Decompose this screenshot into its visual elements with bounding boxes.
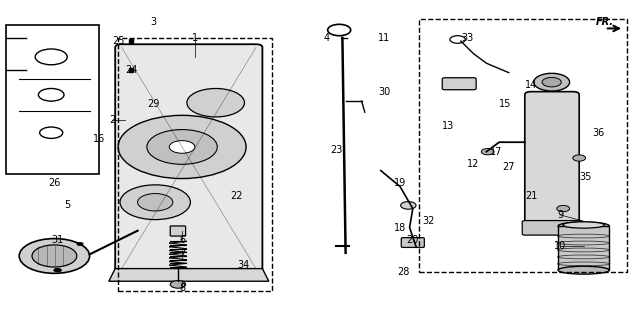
Text: 28: 28 bbox=[397, 267, 410, 277]
Text: 33: 33 bbox=[461, 33, 474, 43]
Circle shape bbox=[401, 202, 416, 209]
Circle shape bbox=[187, 88, 244, 117]
Text: 4: 4 bbox=[323, 33, 330, 43]
Text: 13: 13 bbox=[442, 121, 454, 131]
Text: 18: 18 bbox=[394, 222, 406, 233]
Text: 7: 7 bbox=[179, 249, 186, 259]
Text: 22: 22 bbox=[230, 191, 243, 201]
Bar bbox=[118, 38, 272, 291]
Text: 36: 36 bbox=[592, 128, 605, 138]
Text: 32: 32 bbox=[422, 216, 435, 226]
Text: FR.: FR. bbox=[596, 17, 614, 27]
Text: 35: 35 bbox=[579, 172, 592, 182]
Ellipse shape bbox=[563, 222, 605, 228]
Circle shape bbox=[120, 185, 191, 220]
Text: 16: 16 bbox=[93, 134, 106, 144]
Text: 12: 12 bbox=[467, 159, 480, 169]
Ellipse shape bbox=[558, 222, 609, 230]
Text: 20: 20 bbox=[406, 235, 419, 245]
Text: 19: 19 bbox=[394, 178, 406, 188]
Text: 24: 24 bbox=[125, 64, 138, 75]
Text: 9: 9 bbox=[557, 210, 563, 220]
Text: 6: 6 bbox=[179, 235, 186, 245]
Circle shape bbox=[19, 239, 90, 273]
Text: 21: 21 bbox=[525, 191, 538, 201]
Circle shape bbox=[54, 268, 61, 272]
Text: 27: 27 bbox=[502, 162, 515, 173]
Text: 31: 31 bbox=[51, 235, 64, 245]
Polygon shape bbox=[558, 226, 609, 270]
Circle shape bbox=[77, 242, 83, 246]
FancyBboxPatch shape bbox=[522, 221, 582, 235]
Text: 30: 30 bbox=[378, 87, 390, 97]
Circle shape bbox=[147, 130, 217, 164]
Ellipse shape bbox=[558, 266, 609, 274]
Circle shape bbox=[481, 149, 494, 155]
Bar bbox=[419, 19, 627, 272]
Circle shape bbox=[542, 77, 561, 87]
Text: 26: 26 bbox=[48, 178, 61, 188]
Text: 29: 29 bbox=[147, 99, 160, 109]
Circle shape bbox=[573, 155, 586, 161]
Text: 5: 5 bbox=[64, 200, 70, 210]
Text: 34: 34 bbox=[237, 260, 250, 270]
Text: 10: 10 bbox=[554, 241, 566, 252]
Text: 3: 3 bbox=[150, 17, 157, 27]
Text: 8: 8 bbox=[179, 283, 186, 293]
Circle shape bbox=[557, 205, 570, 212]
Text: 2: 2 bbox=[109, 115, 115, 125]
FancyBboxPatch shape bbox=[401, 238, 424, 247]
Circle shape bbox=[32, 245, 77, 267]
Text: 25: 25 bbox=[112, 36, 125, 46]
Text: 17: 17 bbox=[490, 147, 502, 157]
FancyBboxPatch shape bbox=[170, 226, 186, 236]
Circle shape bbox=[138, 193, 173, 211]
FancyBboxPatch shape bbox=[115, 44, 262, 272]
Text: 1: 1 bbox=[192, 33, 198, 43]
Text: 14: 14 bbox=[525, 80, 538, 90]
Text: 15: 15 bbox=[499, 99, 512, 109]
FancyBboxPatch shape bbox=[442, 78, 476, 90]
Circle shape bbox=[118, 115, 246, 179]
Text: 23: 23 bbox=[330, 145, 342, 155]
Circle shape bbox=[169, 141, 195, 153]
Circle shape bbox=[534, 73, 570, 91]
Text: 11: 11 bbox=[378, 33, 390, 43]
Polygon shape bbox=[109, 269, 269, 281]
FancyBboxPatch shape bbox=[525, 92, 579, 231]
Circle shape bbox=[170, 281, 186, 288]
